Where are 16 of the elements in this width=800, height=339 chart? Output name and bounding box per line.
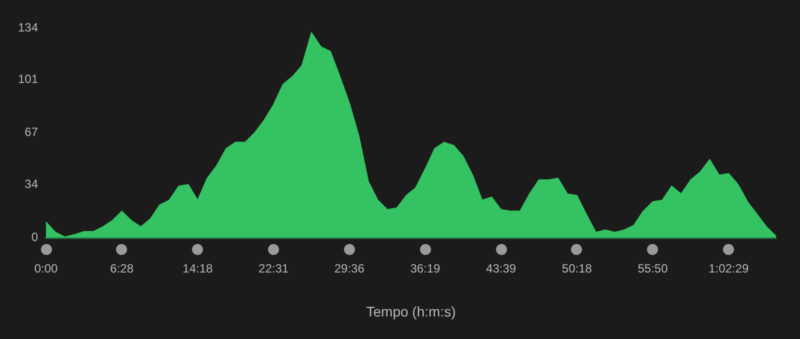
x-tick-label: 1:02:29 xyxy=(708,261,749,276)
x-tick-label: 50:18 xyxy=(562,261,592,276)
x-tick-label: 22:31 xyxy=(258,261,289,276)
x-tick-label: 0:00 xyxy=(34,261,58,276)
x-axis-title: Tempo (h:m:s) xyxy=(366,303,456,320)
y-tick-label: 34 xyxy=(24,176,38,191)
y-tick-label: 101 xyxy=(18,72,38,86)
x-tick-label: 29:36 xyxy=(334,261,365,276)
x-tick-label: 36:19 xyxy=(410,261,441,276)
y-tick-label: 134 xyxy=(18,20,38,34)
x-tick-label: 6:28 xyxy=(110,261,134,276)
y-tick-label: 0 xyxy=(31,230,38,244)
x-tick-label: 43:39 xyxy=(486,261,516,276)
y-tick-label: 67 xyxy=(24,125,38,140)
x-tick-label: 55:50 xyxy=(638,261,668,276)
x-tick-label: 14:18 xyxy=(182,261,214,276)
